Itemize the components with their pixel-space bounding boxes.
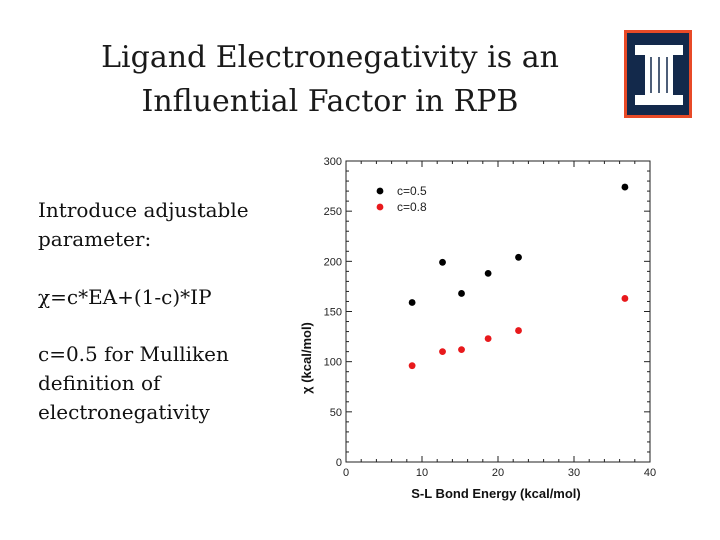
y-tick-label: 300: [324, 156, 342, 168]
y-tick-label: 200: [324, 256, 342, 268]
y-tick-label: 0: [336, 457, 342, 469]
block-i-icon: [635, 45, 683, 105]
legend-label-2: c=0.8: [397, 200, 427, 214]
x-tick-label: 20: [492, 467, 504, 479]
series-1-point: [484, 269, 492, 277]
series-1-point: [621, 183, 629, 191]
title-line-1: Ligand Electronegativity is an: [101, 40, 559, 75]
y-axis-label: χ (kcal/mol): [299, 322, 314, 394]
x-tick-label: 10: [416, 467, 428, 479]
series-2-point: [621, 295, 629, 302]
series-2-point: [515, 327, 522, 334]
mulliken-text: c=0.5 for Mulliken definition of electro…: [38, 342, 229, 424]
x-tick-label: 40: [644, 467, 656, 479]
series-2-point: [408, 362, 416, 370]
scatter-chart: 0 10 20 30 40 0 50 100 150 200 250 300 c=0.5 c=0.8 S…: [299, 156, 656, 501]
university-block-i-logo: [624, 30, 692, 118]
series-1-point: [439, 258, 446, 266]
series-2-point: [484, 335, 492, 342]
slide-title: Ligand Electronegativity is an Influenti…: [60, 36, 600, 124]
y-tick-label: 100: [324, 357, 342, 369]
series-1-point: [408, 299, 416, 306]
legend-marker-1: [376, 187, 384, 195]
formula-text: χ=c*EA+(1-c)*IP: [38, 285, 212, 309]
title-line-2: Influential Factor in RPB: [141, 84, 519, 119]
x-tick-label: 30: [568, 467, 580, 479]
y-tick-label: 250: [324, 206, 342, 218]
x-axis-label: S-L Bond Energy (kcal/mol): [411, 486, 581, 501]
legend-label-1: c=0.5: [397, 184, 427, 198]
x-tick-label: 0: [343, 467, 349, 479]
legend-marker-2: [376, 203, 384, 211]
plot-area: [345, 160, 651, 463]
series-1-point: [515, 253, 522, 261]
intro-text: Introduce adjustable parameter:: [38, 198, 249, 251]
y-tick-label: 150: [324, 307, 342, 319]
series-2-point: [458, 346, 465, 354]
series-2-point: [439, 348, 446, 356]
y-tick-label: 50: [330, 407, 342, 419]
series-1-point: [458, 290, 465, 297]
